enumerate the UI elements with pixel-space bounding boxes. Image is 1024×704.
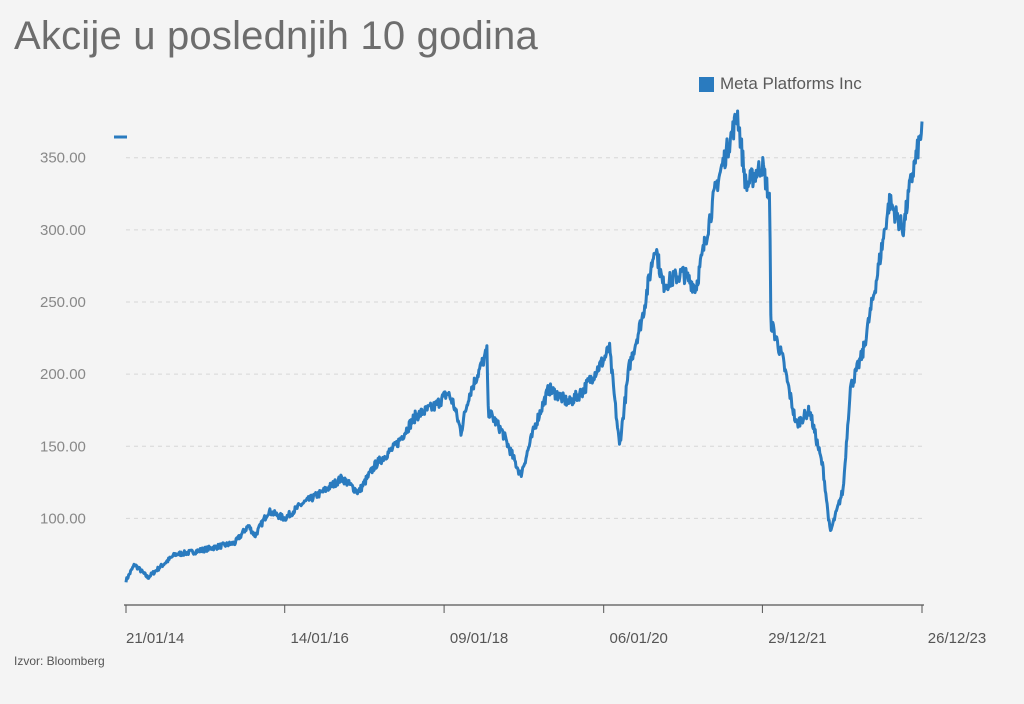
plot-area xyxy=(124,109,924,583)
x-tick-label: 21/01/14 xyxy=(126,630,184,647)
y-axis: 100.00 150.00 200.00 250.00 300.00 350.00 xyxy=(40,135,127,527)
x-tick-label: 26/12/23 xyxy=(928,630,986,647)
y-tick-label: 350.00 xyxy=(40,150,86,167)
x-tick-label: 14/01/16 xyxy=(291,630,349,647)
y-tick-label: 100.00 xyxy=(40,510,86,527)
grid-lines xyxy=(126,157,926,519)
y-tick-label: 150.00 xyxy=(40,438,86,455)
legend: Meta Platforms Inc xyxy=(699,74,862,94)
page-title: Akcije u poslednjih 10 godina xyxy=(14,14,538,58)
y-tick-label: 200.00 xyxy=(40,366,86,383)
x-axis: 21/01/14 14/01/16 09/01/18 06/01/20 29/12/21… xyxy=(124,604,986,647)
legend-swatch xyxy=(699,76,714,92)
x-tick-label: 09/01/18 xyxy=(450,630,508,647)
source-note: Izvor: Bloomberg xyxy=(14,654,105,668)
x-tick-label: 29/12/21 xyxy=(768,630,826,647)
y-tick-label: 250.00 xyxy=(40,294,86,311)
x-tick-label: 06/01/20 xyxy=(609,630,667,647)
y-tick-label: 300.00 xyxy=(40,222,86,239)
legend-label: Meta Platforms Inc xyxy=(720,74,862,93)
series-line-meta-platforms xyxy=(124,109,924,583)
